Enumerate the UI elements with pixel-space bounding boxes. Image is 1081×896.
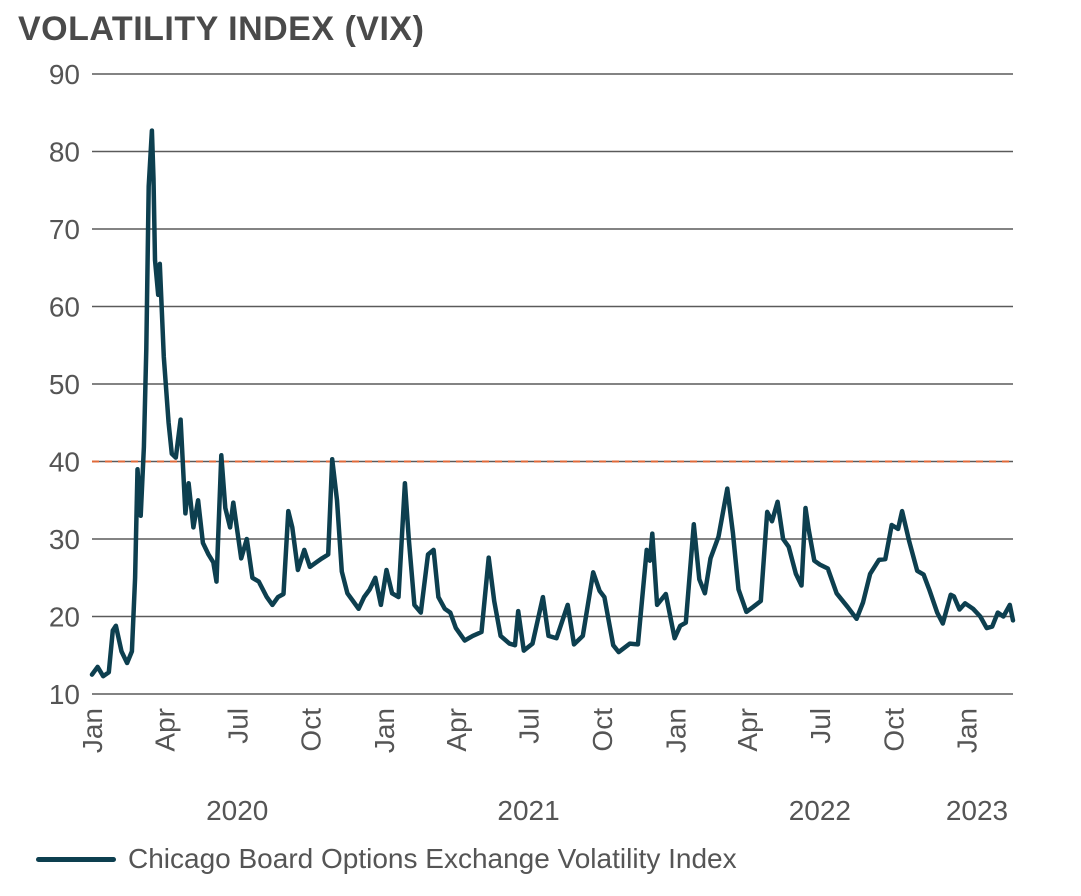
legend: Chicago Board Options Exchange Volatilit…	[36, 843, 737, 875]
x-tick-label-oct: Oct	[587, 708, 618, 752]
y-tick-label: 20	[49, 602, 80, 633]
y-tick-label: 40	[49, 447, 80, 478]
series-layer	[89, 128, 1016, 679]
x-tick-label-jan: Jan	[369, 708, 400, 753]
x-tick-label-jan: Jan	[952, 708, 983, 753]
vix-series-line	[89, 128, 1016, 679]
chart-title: VOLATILITY INDEX (VIX)	[18, 10, 425, 48]
year-label-2022: 2022	[789, 795, 851, 826]
x-tick-label-jul: Jul	[222, 708, 253, 744]
y-tick-label: 90	[49, 59, 80, 90]
y-axis-ticks: 10 20 30 40 50 60 70 80 90	[49, 59, 80, 710]
legend-label: Chicago Board Options Exchange Volatilit…	[128, 843, 737, 874]
x-axis-ticks: Jan Apr Jul Oct Jan Apr Jul Oct Jan Apr Jul Oct Jan	[77, 708, 983, 753]
x-tick-label-jul: Jul	[514, 708, 545, 744]
year-label-2023: 2023	[946, 795, 1008, 826]
y-tick-label: 10	[49, 679, 80, 710]
x-tick-label-jul: Jul	[805, 708, 836, 744]
x-tick-label-jan: Jan	[660, 708, 691, 753]
x-tick-label-jan: Jan	[77, 708, 108, 753]
year-label-2020: 2020	[206, 795, 268, 826]
x-tick-label-oct: Oct	[878, 708, 909, 752]
year-labels: 2020 2021 2022 2023	[206, 795, 1008, 826]
y-tick-label: 60	[49, 292, 80, 323]
y-tick-label: 30	[49, 524, 80, 555]
y-tick-label: 50	[49, 369, 80, 400]
y-tick-label: 80	[49, 137, 80, 168]
x-tick-label-apr: Apr	[150, 708, 181, 752]
y-tick-label: 70	[49, 214, 80, 245]
year-label-2021: 2021	[497, 795, 559, 826]
gridlines	[92, 73, 1013, 695]
x-tick-label-apr: Apr	[732, 708, 763, 752]
x-tick-label-oct: Oct	[296, 708, 327, 752]
x-tick-label-apr: Apr	[441, 708, 472, 752]
legend-swatch	[36, 856, 116, 862]
